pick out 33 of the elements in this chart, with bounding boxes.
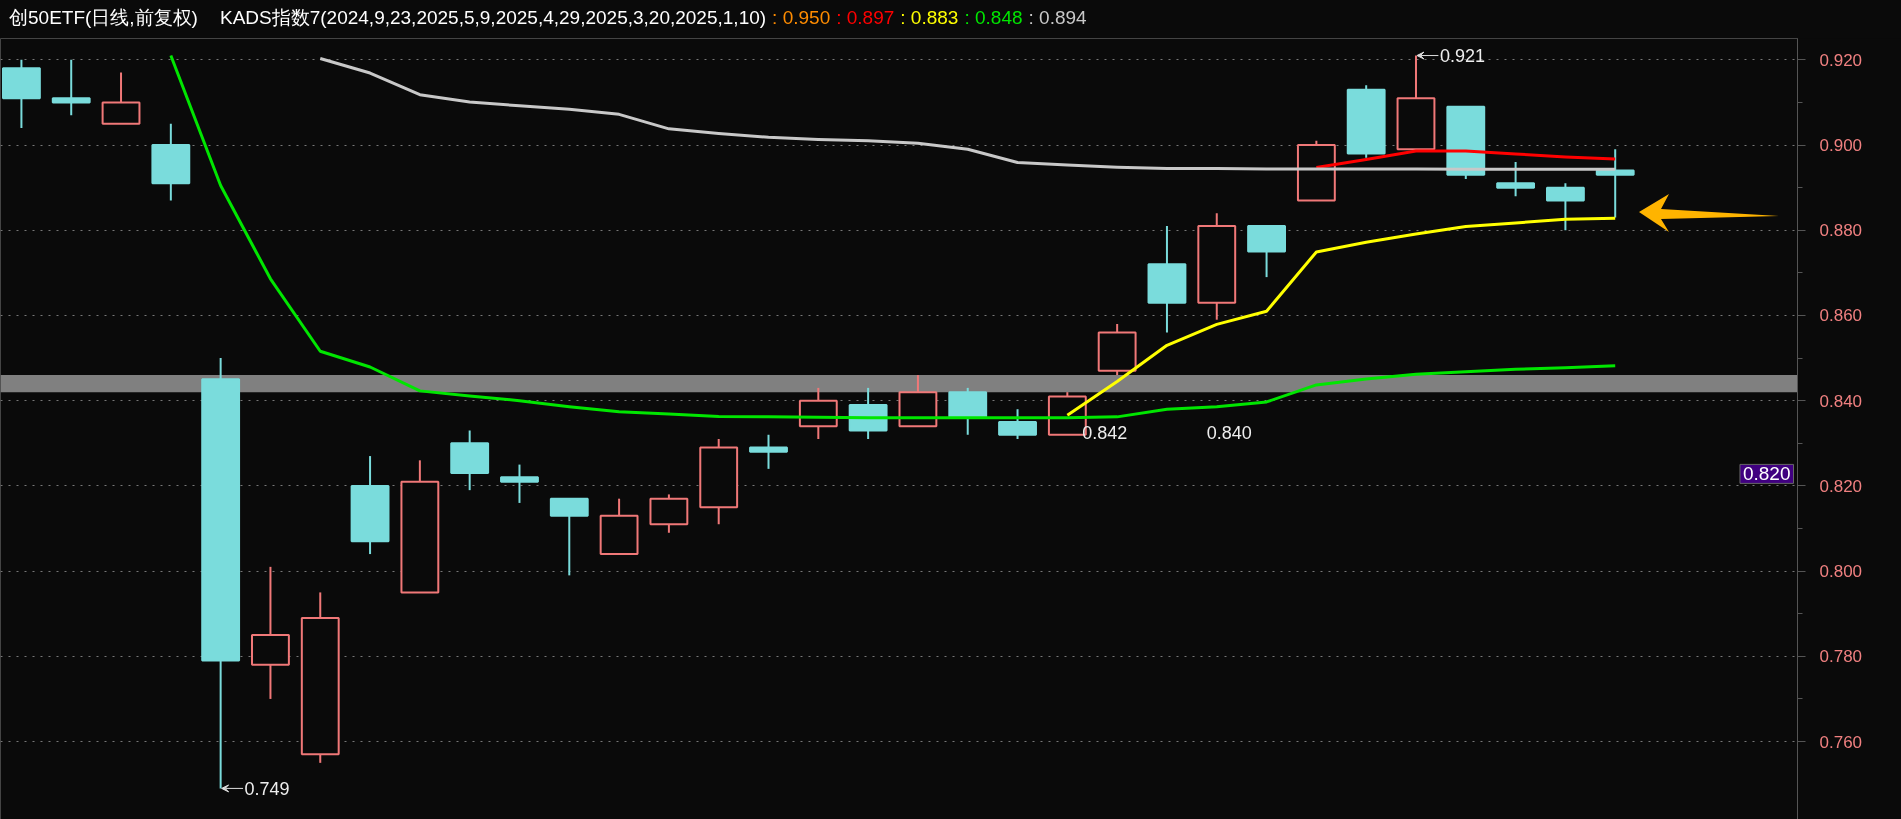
chart-title: 创50ETF(日线,前复权): [9, 7, 198, 28]
y-tick-label: 0.760: [1819, 732, 1863, 752]
y-tick-label: 0.820: [1819, 476, 1863, 496]
text: : 0.848: [964, 7, 1023, 28]
candlestick: [1147, 224, 1187, 334]
line-series: [1314, 149, 1617, 170]
line-series: [1065, 216, 1617, 417]
candlestick: [1197, 212, 1237, 321]
y-tick-label: 0.880: [1819, 221, 1863, 241]
y-tick-label: 0.780: [1819, 647, 1863, 667]
annotation: 0.840: [1206, 422, 1252, 443]
text: : 0.897: [836, 7, 895, 28]
legend-label: : 0.950: [772, 7, 831, 28]
candlestick: [51, 58, 91, 117]
annotation: 0.921: [1439, 46, 1485, 67]
annotation: 0.842: [1082, 422, 1128, 443]
candlestick: [699, 438, 739, 526]
candlestick: [151, 122, 191, 202]
text: 0.820: [1742, 463, 1791, 485]
y-tick-label: 0.840: [1819, 391, 1863, 411]
candlestick: [749, 433, 788, 470]
text: : 0.883: [900, 7, 959, 28]
y-tick-label: 0.860: [1819, 306, 1863, 326]
chart-subtitle: KADS指数7(2024,9,23,2025,5,9,2025,4,29,2025,3,20,2025,1,10): [219, 7, 767, 28]
candlestick: [300, 591, 340, 764]
text: : 0.894: [1028, 7, 1087, 28]
candlestick: [350, 455, 390, 556]
y-tick-label: 0.900: [1819, 136, 1863, 156]
annotation: 0.749: [244, 778, 290, 799]
candlestick: [1595, 148, 1635, 219]
y-tick-label: 0.920: [1819, 50, 1863, 70]
candlestick: [251, 565, 290, 700]
y-tick-label: 0.800: [1819, 562, 1863, 582]
